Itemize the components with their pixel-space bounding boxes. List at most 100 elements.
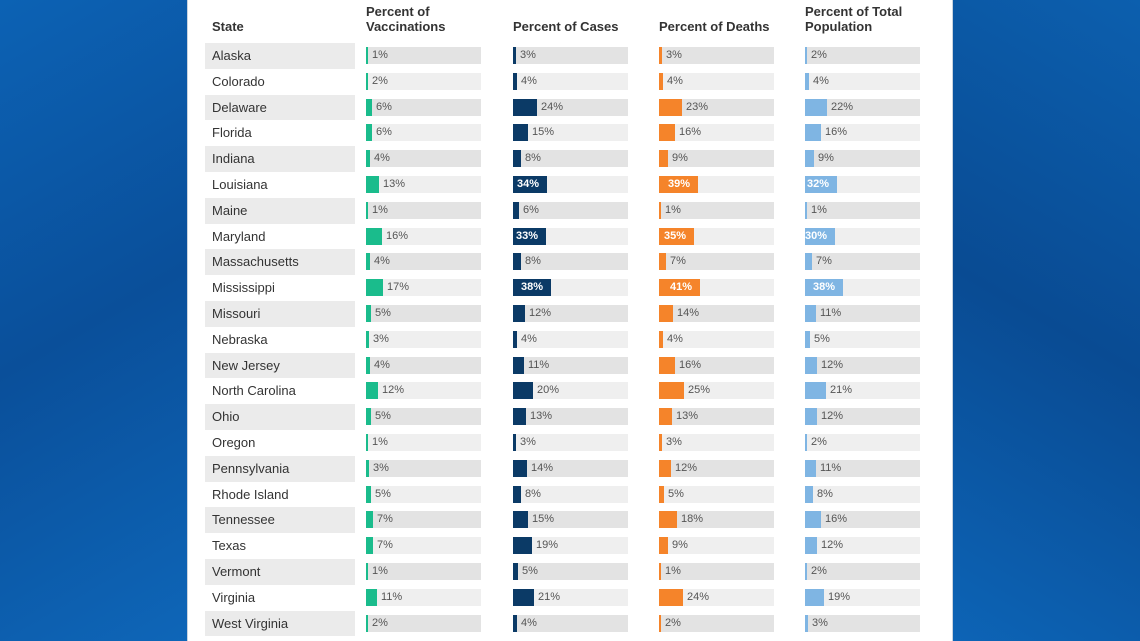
cases-value: 6% [523, 203, 539, 216]
cases-value: 38% [521, 281, 544, 294]
vaccinations-value: 16% [386, 229, 409, 242]
population-value: 2% [811, 435, 827, 448]
population-track [805, 47, 920, 64]
cases-bar [513, 98, 537, 116]
cases-track [513, 304, 628, 322]
population-track [805, 537, 920, 555]
vaccinations-track [366, 279, 481, 297]
vaccinations-value: 7% [377, 513, 393, 526]
state-name: Missouri [205, 300, 355, 327]
population-bar [805, 201, 807, 219]
state-name: Maine [205, 197, 355, 224]
vaccinations-bar [366, 72, 368, 90]
vaccinations-bar [366, 408, 371, 426]
vaccinations-value: 4% [374, 358, 390, 371]
deaths-track [659, 72, 774, 90]
deaths-cell: 13% [659, 406, 784, 427]
cases-value: 34% [517, 177, 540, 190]
deaths-cell: 9% [659, 535, 784, 556]
population-bar [805, 562, 807, 580]
cases-track [513, 459, 628, 477]
vaccinations-bar [366, 253, 370, 271]
vaccinations-bar [366, 150, 370, 168]
population-bar [805, 485, 813, 503]
cases-cell: 8% [513, 251, 638, 272]
data-table-card: State Percent of Vaccinations Percent of… [187, 0, 953, 641]
cases-value: 13% [530, 410, 553, 423]
cases-cell: 34% [513, 174, 638, 195]
deaths-bar [659, 459, 671, 477]
population-bar [805, 279, 843, 297]
deaths-cell: 14% [659, 303, 784, 324]
deaths-track [659, 408, 774, 426]
table-row: Indiana 4% 8% 9% 9% [188, 146, 954, 172]
population-value: 16% [825, 513, 848, 526]
header-population: Percent of Total Population [805, 4, 903, 34]
vaccinations-bar [366, 201, 368, 219]
vaccinations-value: 12% [382, 384, 405, 397]
state-name: Vermont [205, 558, 355, 585]
deaths-bar [659, 562, 661, 580]
population-value: 19% [828, 590, 851, 603]
cases-value: 8% [525, 487, 541, 500]
population-track [805, 253, 920, 271]
deaths-cell: 39% [659, 174, 784, 195]
population-value: 9% [818, 152, 834, 165]
vaccinations-bar [366, 382, 378, 400]
state-name: New Jersey [205, 352, 355, 379]
table-row: Virginia 11% 21% 24% 19% [188, 585, 954, 611]
vaccinations-value: 1% [372, 435, 388, 448]
vaccinations-track [366, 330, 481, 348]
population-track [805, 511, 920, 529]
deaths-cell: 4% [659, 329, 784, 350]
table-row: Florida 6% 15% 16% 16% [188, 120, 954, 146]
cases-cell: 24% [513, 97, 638, 118]
deaths-bar [659, 201, 661, 219]
deaths-value: 7% [670, 255, 686, 268]
population-value: 11% [820, 461, 842, 474]
cases-bar [513, 72, 517, 90]
cases-cell: 19% [513, 535, 638, 556]
cases-bar [513, 459, 527, 477]
population-bar [805, 253, 812, 271]
population-track [805, 72, 920, 90]
population-bar [805, 537, 817, 555]
cases-bar [513, 537, 532, 555]
vaccinations-value: 1% [372, 203, 388, 216]
vaccinations-bar [366, 227, 382, 245]
population-cell: 16% [805, 509, 930, 530]
population-track [805, 124, 920, 142]
cases-track [513, 408, 628, 426]
vaccinations-cell: 12% [366, 380, 491, 401]
cases-bar [513, 588, 534, 606]
vaccinations-bar [366, 124, 372, 142]
population-track [805, 98, 920, 116]
cases-bar [513, 279, 551, 297]
cases-value: 3% [520, 435, 536, 448]
cases-bar [513, 227, 546, 245]
deaths-bar [659, 175, 698, 193]
state-name: Rhode Island [212, 486, 289, 502]
vaccinations-value: 3% [373, 461, 389, 474]
deaths-bar [659, 124, 675, 142]
cases-bar [513, 330, 517, 348]
cases-cell: 13% [513, 406, 638, 427]
population-cell: 12% [805, 355, 930, 376]
deaths-cell: 35% [659, 226, 784, 247]
deaths-cell: 16% [659, 122, 784, 143]
vaccinations-cell: 1% [366, 45, 491, 66]
deaths-bar [659, 614, 661, 632]
population-bar [805, 175, 837, 193]
cases-cell: 4% [513, 71, 638, 92]
population-bar [805, 588, 824, 606]
cases-cell: 15% [513, 122, 638, 143]
deaths-bar [659, 47, 662, 64]
cases-value: 19% [536, 539, 559, 552]
deaths-bar [659, 537, 668, 555]
cases-track [513, 614, 628, 632]
table-row: North Carolina 12% 20% 25% 21% [188, 378, 954, 404]
cases-track [513, 485, 628, 503]
population-bar [805, 356, 817, 374]
vaccinations-cell: 16% [366, 226, 491, 247]
table-row: Colorado 2% 4% 4% 4% [188, 69, 954, 95]
